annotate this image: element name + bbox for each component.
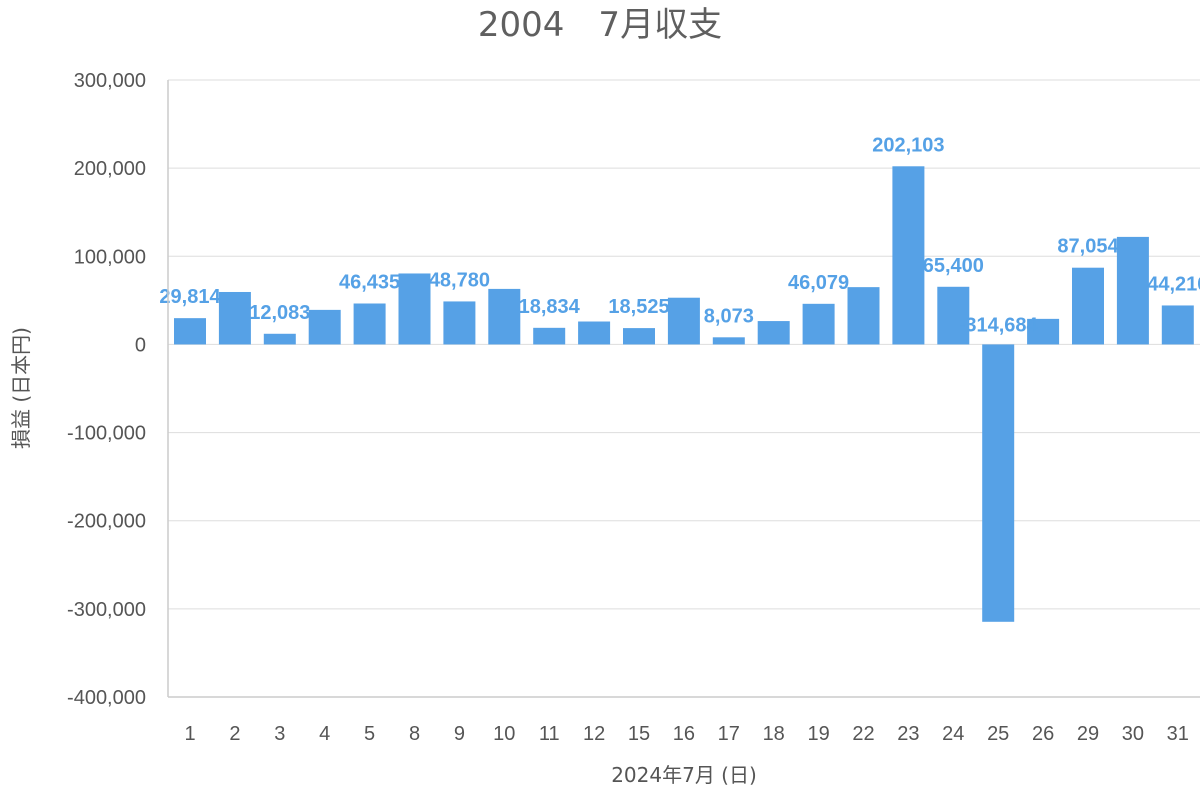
x-axis-ticks: 1 2 3 4 5 8 9 10 11 12 15 16 17 18 19 22 23 24 25 26 29 30 31 [184,723,1188,745]
bar [1161,305,1194,345]
x-tick-label: 26 [1032,723,1054,745]
bars [174,166,1194,622]
bar [1027,318,1060,345]
bar [623,328,655,345]
y-tick-label: 300,000 [74,70,146,92]
x-tick-label: 29 [1077,723,1099,745]
data-label: 48,780 [429,269,490,291]
y-tick-label: 0 [135,334,146,356]
data-label: 46,435 [339,271,400,293]
bar [757,321,790,345]
data-label: 29,814 [159,286,221,308]
x-tick-label: 4 [319,723,330,745]
data-label: 46,079 [788,272,849,294]
x-tick-label: 9 [454,723,465,745]
x-tick-label: 19 [807,723,829,745]
bar [578,321,611,345]
chart-title: 2004 7月収支 [478,5,722,45]
bar [263,333,296,345]
bar [174,318,206,345]
bar [937,286,970,345]
data-label: 12,083 [249,302,310,324]
data-label: 18,834 [519,296,581,318]
y-tick-label: 200,000 [74,158,146,180]
x-tick-label: 11 [539,723,560,745]
bar [847,287,880,345]
x-tick-label: 16 [673,723,695,745]
data-label: -314,684 [959,314,1039,336]
bar [488,288,521,345]
bar [443,301,476,345]
x-axis-label: 2024年7月 (日) [611,763,757,787]
x-tick-label: 30 [1122,723,1144,745]
x-tick-label: 24 [942,723,964,745]
bar [218,291,251,345]
bar [712,337,745,345]
bar [982,344,1015,622]
x-tick-label: 10 [493,723,515,745]
data-label: 44,210 [1147,273,1200,295]
y-tick-label: 100,000 [74,246,146,268]
x-tick-label: 18 [763,723,785,745]
bar [353,303,386,345]
x-tick-label: 12 [583,723,605,745]
x-tick-label: 23 [897,723,919,745]
x-tick-label: 17 [718,723,740,745]
bar [1072,267,1104,345]
x-tick-label: 2 [229,723,240,745]
x-tick-label: 5 [364,723,375,745]
x-tick-label: 3 [274,723,285,745]
x-tick-label: 25 [987,723,1009,745]
y-axis-ticks: 300,000 200,000 100,000 0 -100,000 -200,000 -3… [67,70,146,709]
x-tick-label: 31 [1167,723,1189,745]
data-label: 8,073 [704,305,754,327]
y-tick-label: -400,000 [67,687,146,709]
y-tick-label: -300,000 [67,599,146,621]
x-tick-label: 8 [409,723,420,745]
bar [308,309,341,345]
bar [892,166,925,345]
x-tick-label: 22 [852,723,874,745]
data-labels: 29,814 12,083 46,435 48,780 18,834 18,525 8,07… [159,134,1200,336]
bar [533,327,566,345]
data-label: 65,400 [923,255,984,277]
bar [667,297,700,345]
data-label: 87,054 [1057,236,1119,258]
y-tick-label: -100,000 [67,423,146,445]
y-tick-label: -200,000 [67,511,146,533]
bar [802,303,835,345]
x-tick-label: 15 [628,723,650,745]
data-label: 18,525 [608,296,669,318]
y-axis-label: 損益 (日本円) [9,327,33,449]
bar [1116,236,1149,345]
x-tick-label: 1 [184,723,195,745]
data-label: 202,103 [872,134,944,156]
bar [398,273,431,345]
